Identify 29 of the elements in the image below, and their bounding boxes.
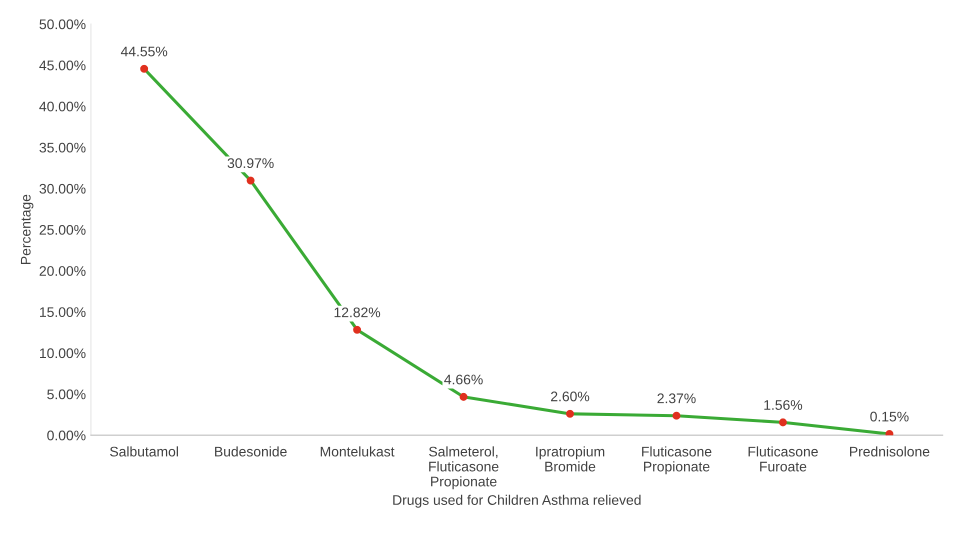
data-label: 0.15% xyxy=(870,412,909,422)
y-tick-label: 50.00% xyxy=(40,19,86,30)
y-tick-label: 30.00% xyxy=(39,184,86,194)
data-label: 1.56% xyxy=(764,400,802,410)
x-tick-label: Prednisolone xyxy=(850,446,930,457)
data-label: 2.60% xyxy=(551,392,590,402)
y-tick-label: 25.00% xyxy=(40,224,86,235)
y-tick-label: 35.00% xyxy=(39,142,86,153)
data-label: 44.55% xyxy=(120,46,168,56)
y-tick-label: 45.00% xyxy=(39,60,86,70)
x-tick-label: Fluticasone Furoate xyxy=(748,446,818,472)
data-label: 2.37% xyxy=(657,393,696,404)
x-tick-label: Montelukast xyxy=(320,446,394,457)
x-tick-label: Salbutamol xyxy=(110,446,178,457)
data-label: 12.82% xyxy=(334,307,380,318)
x-axis-title: Drugs used for Children Asthma relieved xyxy=(393,494,641,508)
y-tick-label: 15.00% xyxy=(40,307,86,318)
y-tick-label: 5.00% xyxy=(47,389,86,400)
y-tick-label: 0.00% xyxy=(47,430,86,440)
x-tick-label: Salmeterol, Fluticasone Propionate xyxy=(429,446,498,490)
y-tick-label: 40.00% xyxy=(39,102,86,112)
x-tick-label: Budesonide xyxy=(215,446,287,457)
y-axis-title: Percentage xyxy=(20,194,34,264)
y-tick-label: 10.00% xyxy=(40,348,86,358)
data-label: 4.66% xyxy=(444,374,483,384)
y-tick-label: 20.00% xyxy=(40,266,86,276)
x-tick-label: Ipratropium Bromide xyxy=(536,446,604,472)
data-label: 30.97% xyxy=(228,158,274,168)
x-tick-label: Fluticasone Propionate xyxy=(642,446,712,474)
